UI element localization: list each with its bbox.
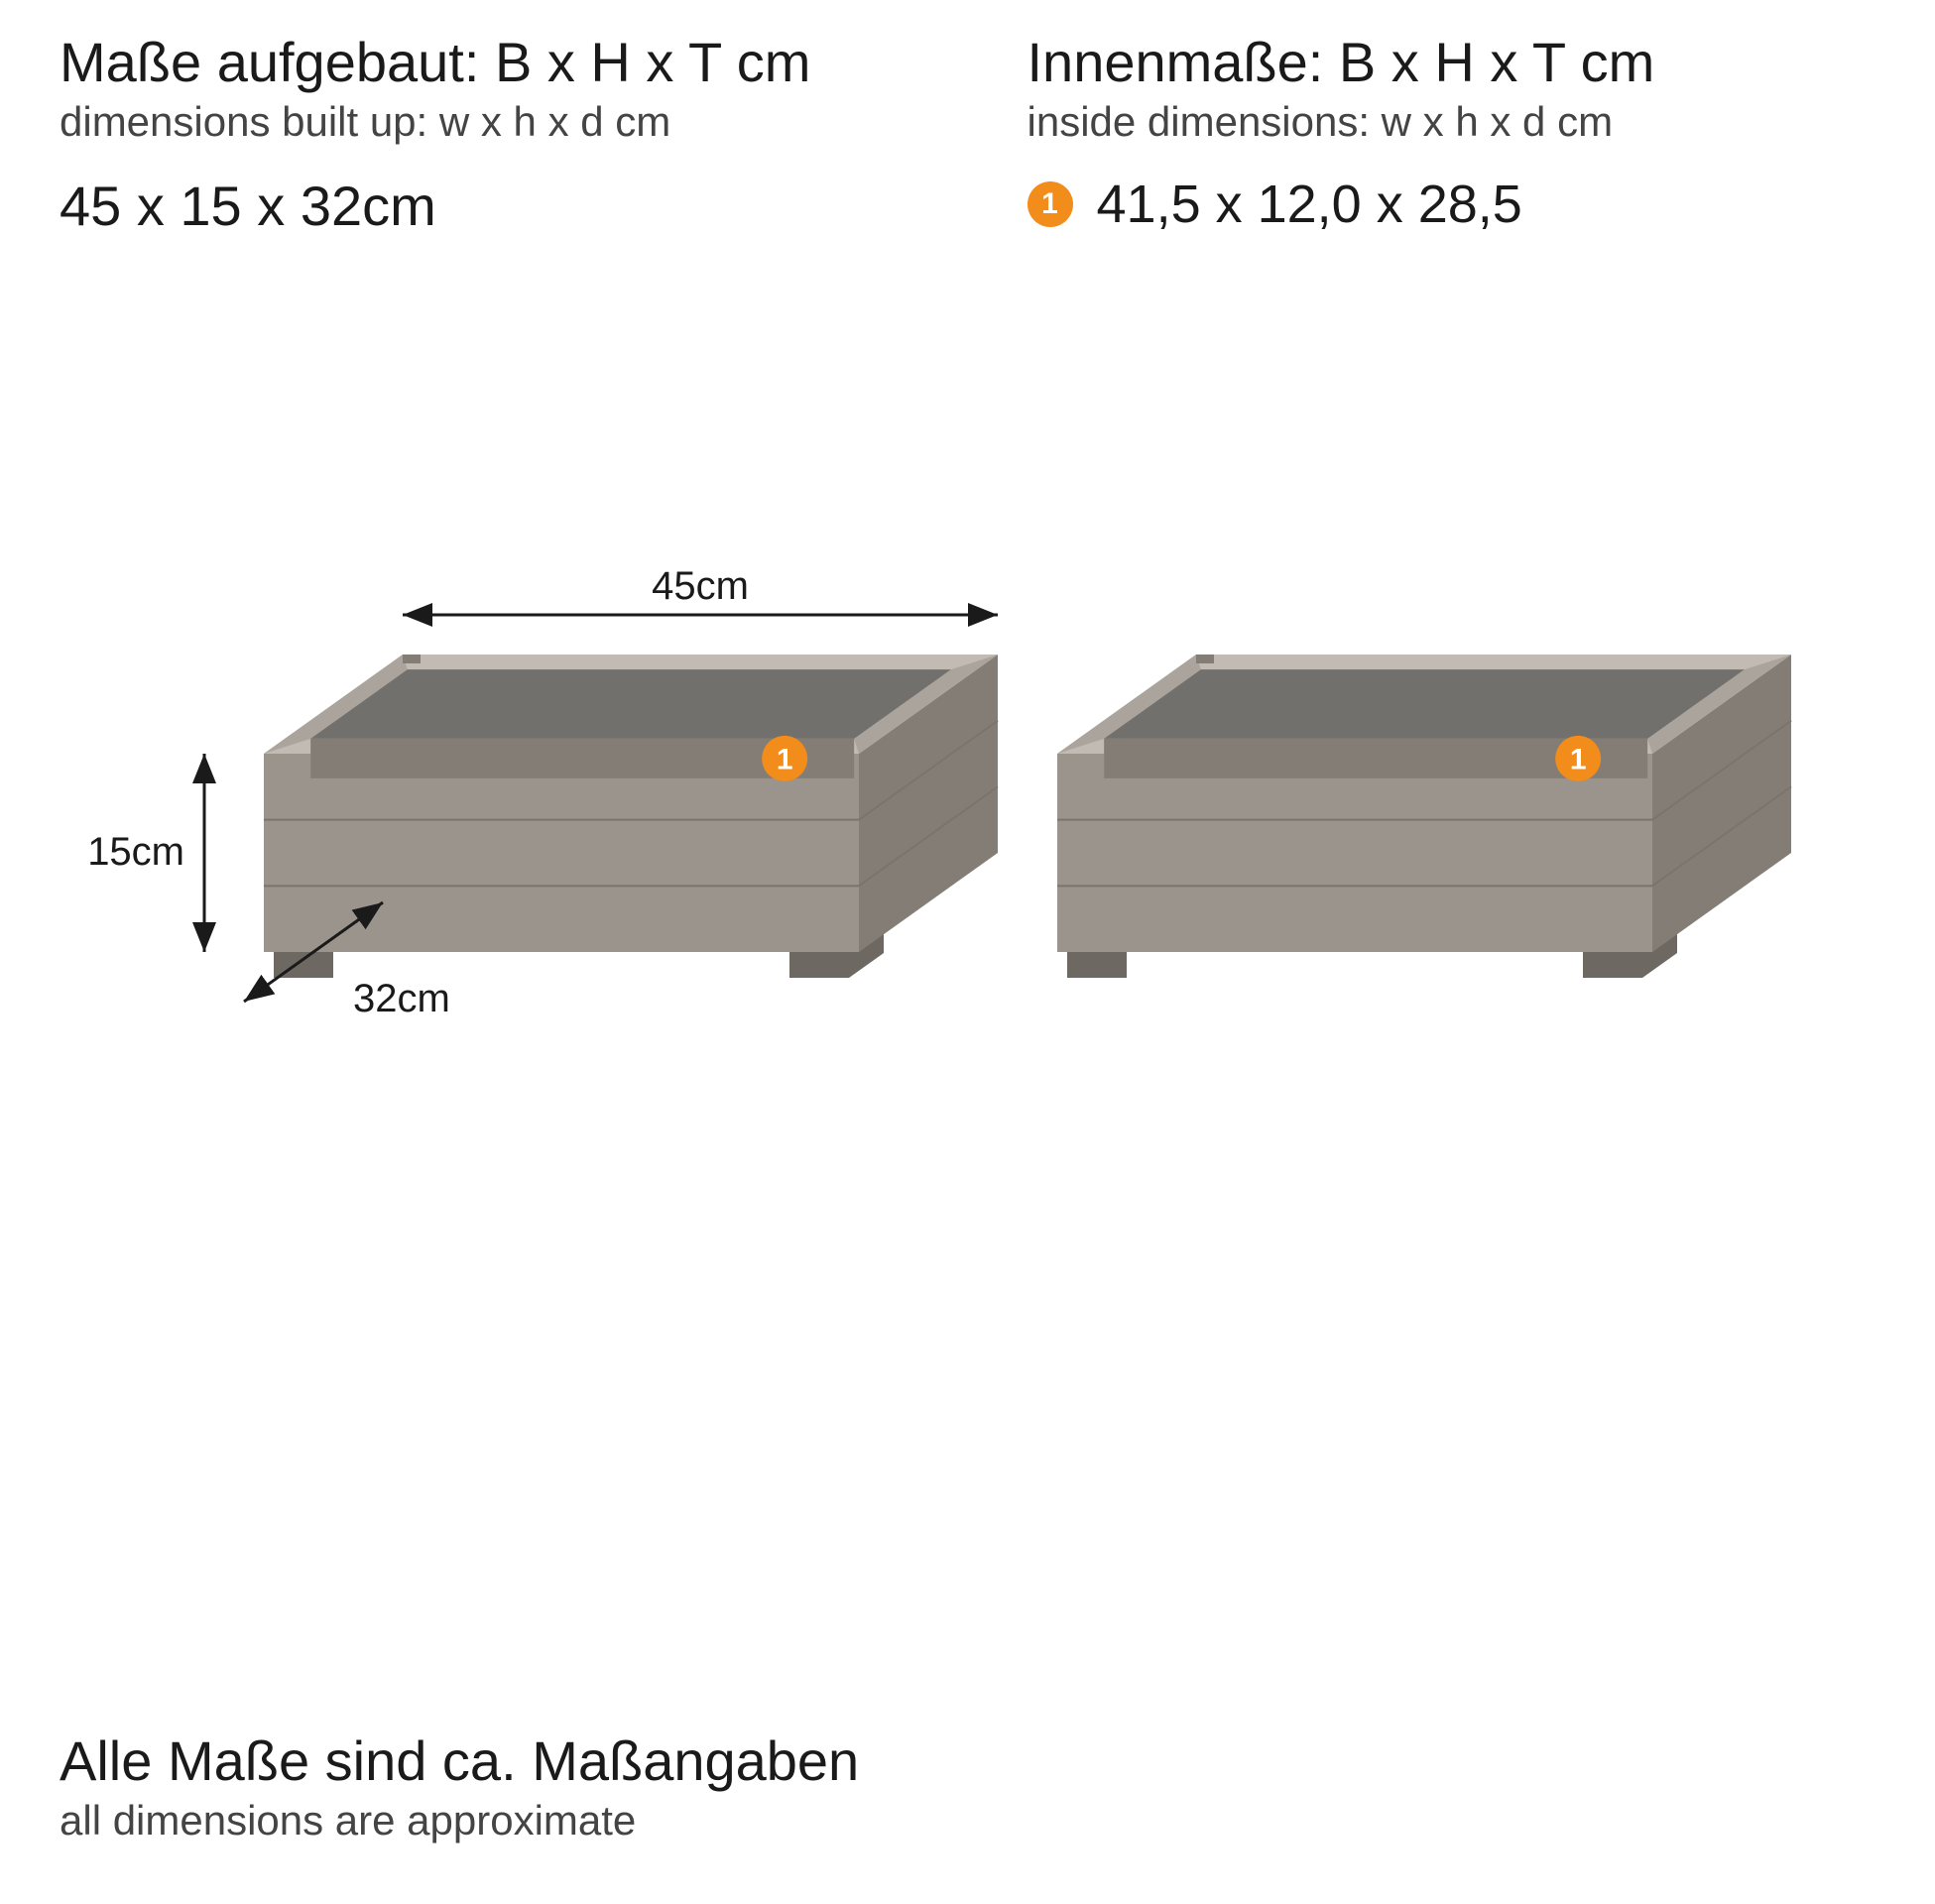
dimension-diagram: 1 45cm 15cm 32cm 1 bbox=[6, 555, 1930, 1150]
svg-text:1: 1 bbox=[776, 743, 792, 775]
outer-dims-title-en: dimensions built up: w x h x d cm bbox=[60, 98, 908, 146]
outer-dims-title-de: Maße aufgebaut: B x H x T cm bbox=[60, 30, 908, 94]
footer-de: Alle Maße sind ca. Maßangaben bbox=[60, 1728, 859, 1793]
footer-note: Alle Maße sind ca. Maßangaben all dimens… bbox=[60, 1728, 859, 1844]
svg-text:15cm: 15cm bbox=[87, 830, 184, 874]
svg-text:32cm: 32cm bbox=[353, 977, 450, 1020]
header-left: Maße aufgebaut: B x H x T cm dimensions … bbox=[60, 30, 908, 238]
diagram-area: 1 45cm 15cm 32cm 1 bbox=[0, 555, 1935, 1309]
inner-dims-title-de: Innenmaße: B x H x T cm bbox=[1028, 30, 1876, 94]
header-right: Innenmaße: B x H x T cm inside dimension… bbox=[908, 30, 1876, 238]
outer-dims-value: 45 x 15 x 32cm bbox=[60, 174, 908, 238]
svg-text:1: 1 bbox=[1569, 743, 1586, 775]
svg-text:45cm: 45cm bbox=[652, 564, 749, 608]
footer-en: all dimensions are approximate bbox=[60, 1797, 859, 1844]
inner-dims-badge: 1 bbox=[1028, 181, 1073, 227]
inner-dims-value: 41,5 x 12,0 x 28,5 bbox=[1097, 174, 1522, 235]
inner-dims-title-en: inside dimensions: w x h x d cm bbox=[1028, 98, 1876, 146]
